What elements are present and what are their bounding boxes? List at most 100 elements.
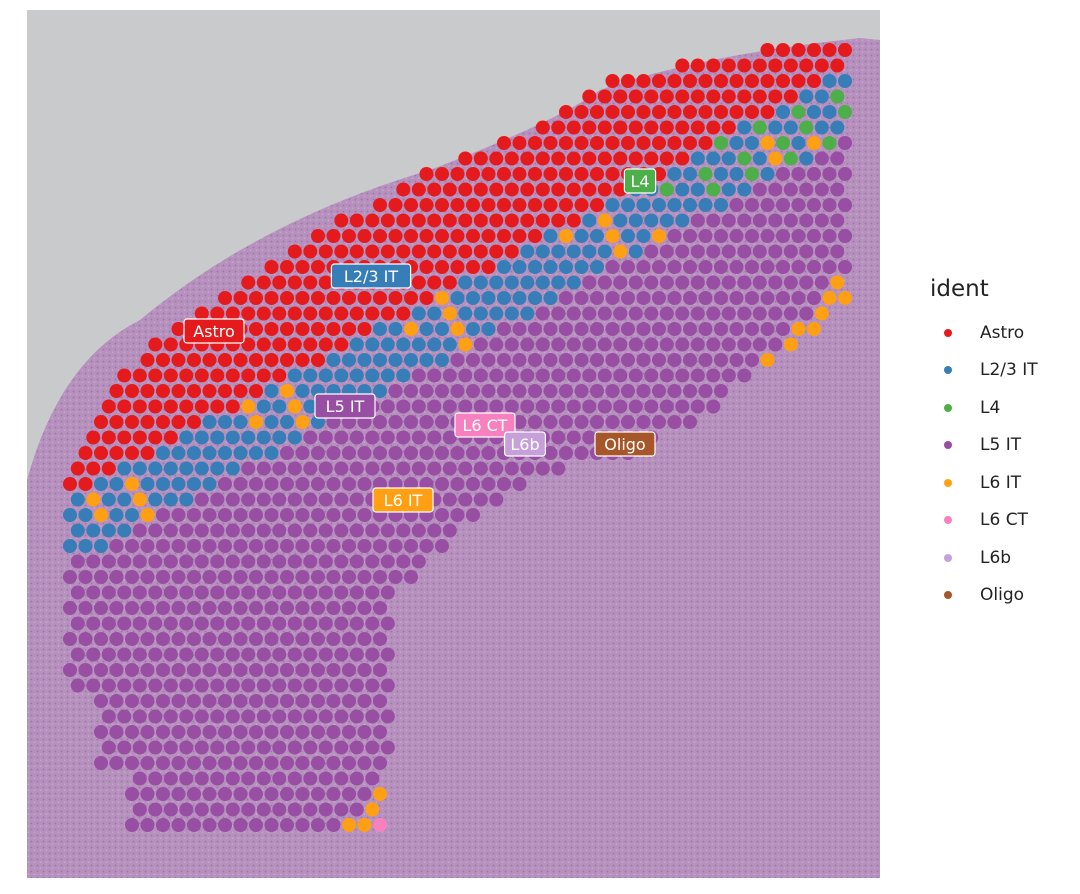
spot <box>179 554 194 569</box>
spot <box>125 601 139 615</box>
spot <box>838 136 852 150</box>
spot <box>334 244 349 259</box>
spot <box>318 461 333 476</box>
spot <box>148 740 163 755</box>
spot <box>597 306 612 321</box>
spot <box>388 353 403 367</box>
spot <box>218 694 232 708</box>
spot <box>667 353 682 367</box>
spot <box>450 384 465 398</box>
spot <box>489 244 504 259</box>
spot <box>745 198 759 212</box>
spot <box>737 151 752 166</box>
spot <box>582 182 597 197</box>
spot <box>241 461 256 476</box>
spot <box>683 167 697 181</box>
spot <box>187 570 201 584</box>
spot <box>698 384 713 398</box>
spot <box>373 198 387 212</box>
spot <box>822 291 837 305</box>
spot <box>512 260 527 274</box>
spot <box>225 740 240 755</box>
spot <box>435 291 449 305</box>
spot <box>458 275 473 290</box>
spot <box>342 632 356 646</box>
spot <box>256 554 271 569</box>
spot <box>535 244 550 259</box>
spot <box>435 167 449 181</box>
spot <box>512 415 527 429</box>
spot <box>148 678 163 693</box>
spot <box>760 105 775 119</box>
spot <box>574 291 589 305</box>
spot <box>225 585 240 600</box>
spot <box>489 492 504 507</box>
spot <box>132 554 147 569</box>
spot <box>94 477 108 491</box>
spot <box>714 291 728 305</box>
spot <box>125 694 139 708</box>
cluster-label: Oligo <box>594 431 656 457</box>
spot <box>566 368 581 383</box>
spot <box>171 632 186 646</box>
spot <box>551 120 566 135</box>
spot <box>272 554 287 569</box>
spot <box>489 275 504 290</box>
legend-label: L4 <box>980 397 1001 418</box>
legend-label: Oligo <box>980 585 1025 606</box>
spot <box>799 151 814 166</box>
spot <box>148 616 163 631</box>
spot <box>272 709 287 724</box>
spot <box>659 213 674 228</box>
spot <box>233 446 248 460</box>
spot <box>473 213 488 228</box>
spot <box>481 477 496 491</box>
spot <box>349 616 364 631</box>
spot <box>311 601 325 615</box>
spot <box>776 43 790 57</box>
spot <box>396 368 411 383</box>
spot <box>667 415 682 429</box>
spot <box>613 306 628 321</box>
spot <box>86 647 101 662</box>
spot <box>481 198 496 212</box>
spot <box>481 291 496 305</box>
spot <box>140 415 155 429</box>
spot <box>225 461 240 476</box>
spot <box>427 306 442 321</box>
spot <box>721 213 736 228</box>
spot <box>349 337 364 352</box>
spot <box>481 229 496 243</box>
spot <box>287 306 302 321</box>
spot <box>636 291 651 305</box>
spot <box>187 446 201 460</box>
spot <box>187 787 201 801</box>
spot <box>295 477 310 491</box>
spot <box>295 663 310 677</box>
spot <box>814 120 829 135</box>
spot <box>698 167 713 181</box>
spot <box>690 306 705 321</box>
spot <box>380 740 395 755</box>
spot <box>551 275 566 290</box>
spot <box>218 756 232 770</box>
spot <box>357 229 372 243</box>
spot <box>411 213 426 228</box>
legend-item: L6 IT <box>930 464 1038 502</box>
spot <box>171 601 186 615</box>
spot <box>210 492 225 507</box>
spot <box>125 570 139 584</box>
spot <box>822 260 837 274</box>
spot <box>94 725 108 739</box>
spot <box>659 89 674 104</box>
spot <box>163 337 178 352</box>
spot <box>342 725 356 739</box>
spot <box>125 539 139 553</box>
spot <box>752 120 767 135</box>
spot <box>760 136 775 150</box>
spot <box>225 430 240 445</box>
spot <box>287 461 302 476</box>
spot <box>419 229 434 243</box>
spot <box>636 415 651 429</box>
spot <box>233 663 248 677</box>
